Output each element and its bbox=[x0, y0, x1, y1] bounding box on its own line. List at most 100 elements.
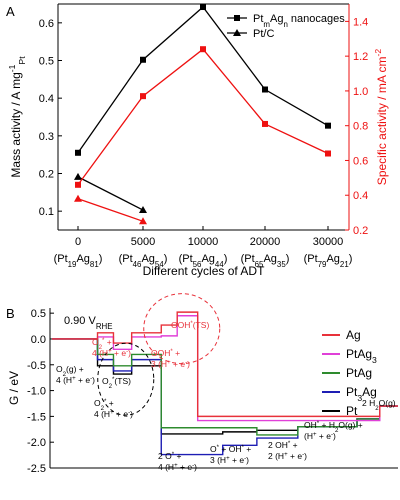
text-span: + bbox=[104, 337, 111, 347]
text-span: O(g) bbox=[379, 398, 396, 408]
text-span: * bbox=[217, 444, 220, 451]
text-span: 44 bbox=[215, 260, 224, 269]
text-span: -1 bbox=[7, 64, 17, 72]
transition-state-ellipse-black bbox=[97, 342, 155, 416]
text-span: 35 bbox=[277, 260, 286, 269]
left-tick-label: 0.6 bbox=[39, 18, 54, 30]
legend-label-2: PtAg bbox=[346, 366, 372, 380]
left-tick-label: 0.5 bbox=[39, 56, 54, 68]
annotation-ooh_ts: OOH*(TS) bbox=[171, 320, 209, 331]
text-span: - bbox=[244, 455, 246, 462]
right-tick-label: 0.4 bbox=[353, 190, 368, 202]
annotation-ooh_star: 3 (H+ + e-) bbox=[151, 359, 190, 370]
text-span: (Pt bbox=[119, 253, 133, 265]
text-span: + H bbox=[319, 420, 335, 430]
text-span: 4 (H bbox=[158, 462, 174, 472]
text-span: (Pt bbox=[179, 253, 193, 265]
x-axis-title: Different cycles of ADT bbox=[143, 264, 265, 278]
text-span: + bbox=[110, 409, 114, 416]
transition-state-ellipse-red bbox=[143, 293, 221, 365]
text-span: Pt bbox=[346, 385, 358, 399]
right-tick-label: 1.4 bbox=[353, 16, 368, 28]
x-tick-label: 5000 bbox=[131, 236, 155, 248]
right-axis-title: Specific activity / mA cm-2 bbox=[373, 49, 389, 186]
text-span: O bbox=[94, 398, 101, 408]
text-span: Mass activity / A mg bbox=[9, 72, 23, 177]
text-span: - bbox=[331, 431, 333, 438]
annotation-two_h2o: 2 H2O(g) bbox=[362, 398, 396, 412]
text-span: 2 bbox=[109, 383, 113, 390]
text-span: n bbox=[283, 20, 287, 29]
text-span: (Pt bbox=[241, 253, 255, 265]
text-span: O bbox=[56, 364, 63, 374]
text-span: 21 bbox=[340, 260, 349, 269]
text-span: ) bbox=[246, 455, 249, 465]
text-span: + e bbox=[171, 359, 186, 369]
text-span: 2 bbox=[375, 405, 379, 412]
text-span: 65 bbox=[255, 260, 264, 269]
text-span: + e bbox=[317, 431, 332, 441]
annotation-two_o: 4 (H+ + e-) bbox=[158, 462, 197, 473]
annotation-o2_star_red: O2* + bbox=[92, 337, 112, 351]
text-span: ) bbox=[128, 348, 131, 358]
x-tick-sublabel: (Pt19Ag81) bbox=[54, 253, 103, 269]
text-span: 19 bbox=[68, 260, 77, 269]
text-span: O bbox=[92, 337, 99, 347]
text-span: * bbox=[170, 348, 173, 355]
text-span: ) bbox=[92, 375, 95, 385]
series-line-2 bbox=[77, 48, 329, 186]
text-span: ) bbox=[187, 359, 190, 369]
text-span: Ag bbox=[362, 385, 377, 399]
text-span: OOH bbox=[151, 348, 170, 358]
text-span: + bbox=[284, 451, 288, 458]
text-span: + e bbox=[288, 451, 303, 461]
x-tick-label: 0 bbox=[75, 236, 81, 248]
data-point bbox=[74, 172, 82, 180]
text-span: Ag bbox=[270, 13, 283, 25]
text-span: 4 (H bbox=[56, 375, 72, 385]
x-tick-sublabel: (Pt79Ag21) bbox=[304, 253, 353, 269]
text-span: 4 (H bbox=[94, 409, 110, 419]
text-span: ) bbox=[349, 253, 353, 265]
data-point bbox=[325, 122, 331, 129]
left-tick-label: 0.1 bbox=[39, 206, 54, 218]
right-tick-label: 0.8 bbox=[353, 121, 368, 133]
text-span: + bbox=[244, 444, 251, 454]
text-span: - bbox=[90, 375, 92, 382]
data-point bbox=[140, 93, 146, 100]
left-axis-title: Mass activity / A mg-1Pt bbox=[7, 56, 27, 178]
text-span: 2 (H bbox=[268, 451, 284, 461]
legend-label-ptc: Pt/C bbox=[253, 28, 274, 40]
text-span: ) bbox=[224, 253, 228, 265]
text-span: m bbox=[263, 20, 270, 29]
panel-label-b: B bbox=[6, 306, 15, 321]
text-span: Ag bbox=[263, 253, 276, 265]
x-tick-label: 30000 bbox=[313, 236, 344, 248]
text-span: Ag bbox=[76, 253, 89, 265]
text-span: + e bbox=[112, 348, 127, 358]
text-span: ) bbox=[130, 409, 133, 419]
data-point bbox=[75, 149, 81, 156]
text-span: - bbox=[302, 451, 304, 458]
annotation-oh_h2o: (H+ + e-) bbox=[304, 431, 336, 442]
text-span: 2 bbox=[101, 405, 105, 412]
text-span: + bbox=[167, 359, 171, 366]
x-tick-label: 10000 bbox=[188, 236, 219, 248]
text-span: 3 (H bbox=[151, 359, 167, 369]
y-tick-label: -2.5 bbox=[27, 463, 46, 475]
text-span: * bbox=[288, 440, 291, 447]
data-point bbox=[262, 120, 268, 127]
text-span: * bbox=[104, 398, 107, 405]
text-span: * bbox=[172, 451, 175, 458]
text-span: * bbox=[317, 420, 320, 427]
text-span: - bbox=[192, 462, 194, 469]
text-span: 0.90 V bbox=[64, 315, 96, 327]
data-point bbox=[325, 150, 331, 157]
data-point bbox=[262, 86, 268, 93]
y-tick-label: -0.5 bbox=[27, 360, 46, 372]
legend-label-1: PtAg3 bbox=[346, 347, 377, 365]
text-span: 54 bbox=[155, 260, 164, 269]
y-tick-label: -1.5 bbox=[27, 411, 46, 423]
annotation-o2g: 4 (H+ + e-) bbox=[56, 375, 95, 386]
y-tick-label: -2.0 bbox=[27, 437, 46, 449]
